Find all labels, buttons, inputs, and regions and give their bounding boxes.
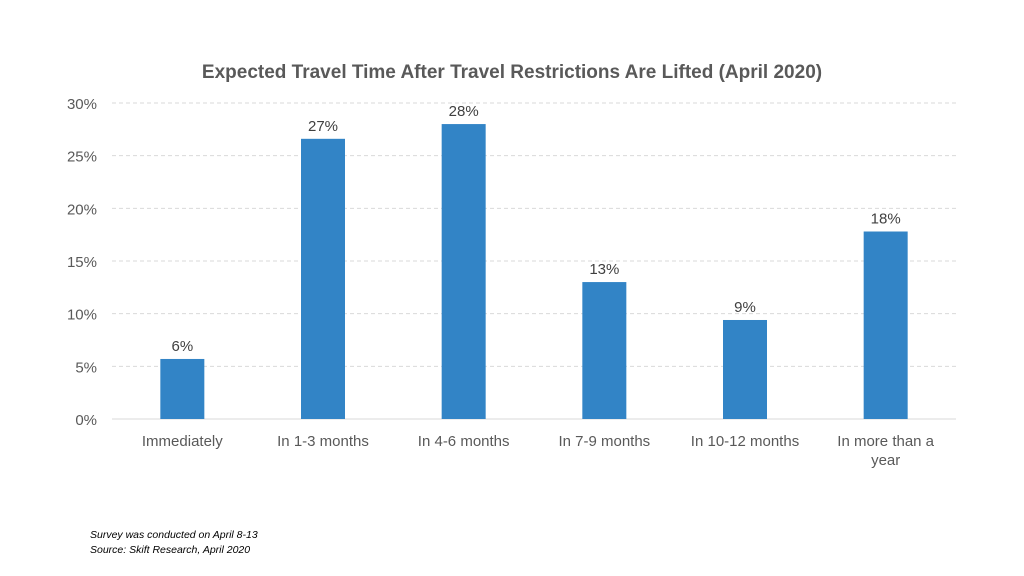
data-label: 6%	[171, 338, 193, 355]
y-tick-label: 15%	[67, 254, 97, 271]
x-tick-label-line: year	[871, 452, 900, 469]
data-labels: 6% 27% 28% 13% 9% 18%	[171, 103, 900, 355]
x-tick-label-line: Immediately	[142, 433, 223, 450]
data-label: 27%	[308, 118, 338, 135]
chart-title: Expected Travel Time After Travel Restri…	[201, 62, 823, 83]
bar	[441, 124, 486, 420]
bar	[582, 282, 627, 419]
y-tick-label: 10%	[67, 307, 97, 324]
x-tick-label: In 10-12 months	[691, 433, 799, 450]
survey-note: Survey was conducted on April 8-13	[90, 529, 258, 541]
x-tick-label-line: In 7-9 months	[558, 433, 650, 450]
x-tick-label-line: In 1-3 months	[277, 433, 369, 450]
y-tick-label: 25%	[67, 149, 97, 166]
y-axis-ticks: 0% 5% 10% 15% 20% 25% 30%	[67, 96, 97, 429]
data-label: 28%	[449, 103, 479, 120]
x-tick-label: In 7-9 months	[558, 433, 650, 450]
y-tick-label: 0%	[75, 412, 97, 429]
x-axis-ticks: Immediately In 1-3 months In 4-6 months In …	[142, 433, 935, 469]
data-label: 9%	[734, 299, 756, 316]
y-tick-label: 5%	[75, 359, 97, 376]
y-tick-label: 20%	[67, 201, 97, 218]
source-note: Source: Skift Research, April 2020	[90, 544, 251, 556]
x-tick-label: In 4-6 months	[418, 433, 510, 450]
x-tick-label: In 1-3 months	[277, 433, 369, 450]
chart-notes: Survey was conducted on April 8-13 Sourc…	[90, 528, 258, 558]
x-tick-label-line: In more than a	[837, 433, 934, 450]
x-tick-label-line: In 4-6 months	[418, 433, 510, 450]
bar	[723, 319, 767, 419]
bar	[301, 138, 345, 419]
bar	[863, 231, 908, 419]
data-label: 13%	[589, 261, 619, 278]
bar	[160, 358, 205, 419]
bars	[160, 124, 908, 420]
gridlines	[112, 102, 956, 420]
y-tick-label: 30%	[67, 96, 97, 113]
x-tick-label-line: In 10-12 months	[691, 433, 799, 450]
data-label: 18%	[871, 211, 901, 228]
x-tick-label: Immediately	[142, 433, 223, 450]
x-tick-label: In more than a year	[837, 433, 934, 469]
